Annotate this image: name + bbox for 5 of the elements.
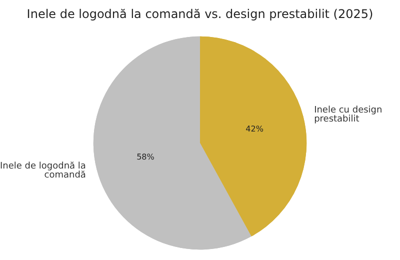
data-label: 58%: [136, 152, 155, 162]
slice-label: Inele de logodnă la comandă: [0, 162, 86, 181]
slice-label: Inele cu design prestabilit: [314, 105, 386, 124]
chart-title: Inele de logodnă la comandă vs. design prestabilit (2025): [26, 7, 374, 21]
data-label: 42%: [246, 124, 264, 134]
